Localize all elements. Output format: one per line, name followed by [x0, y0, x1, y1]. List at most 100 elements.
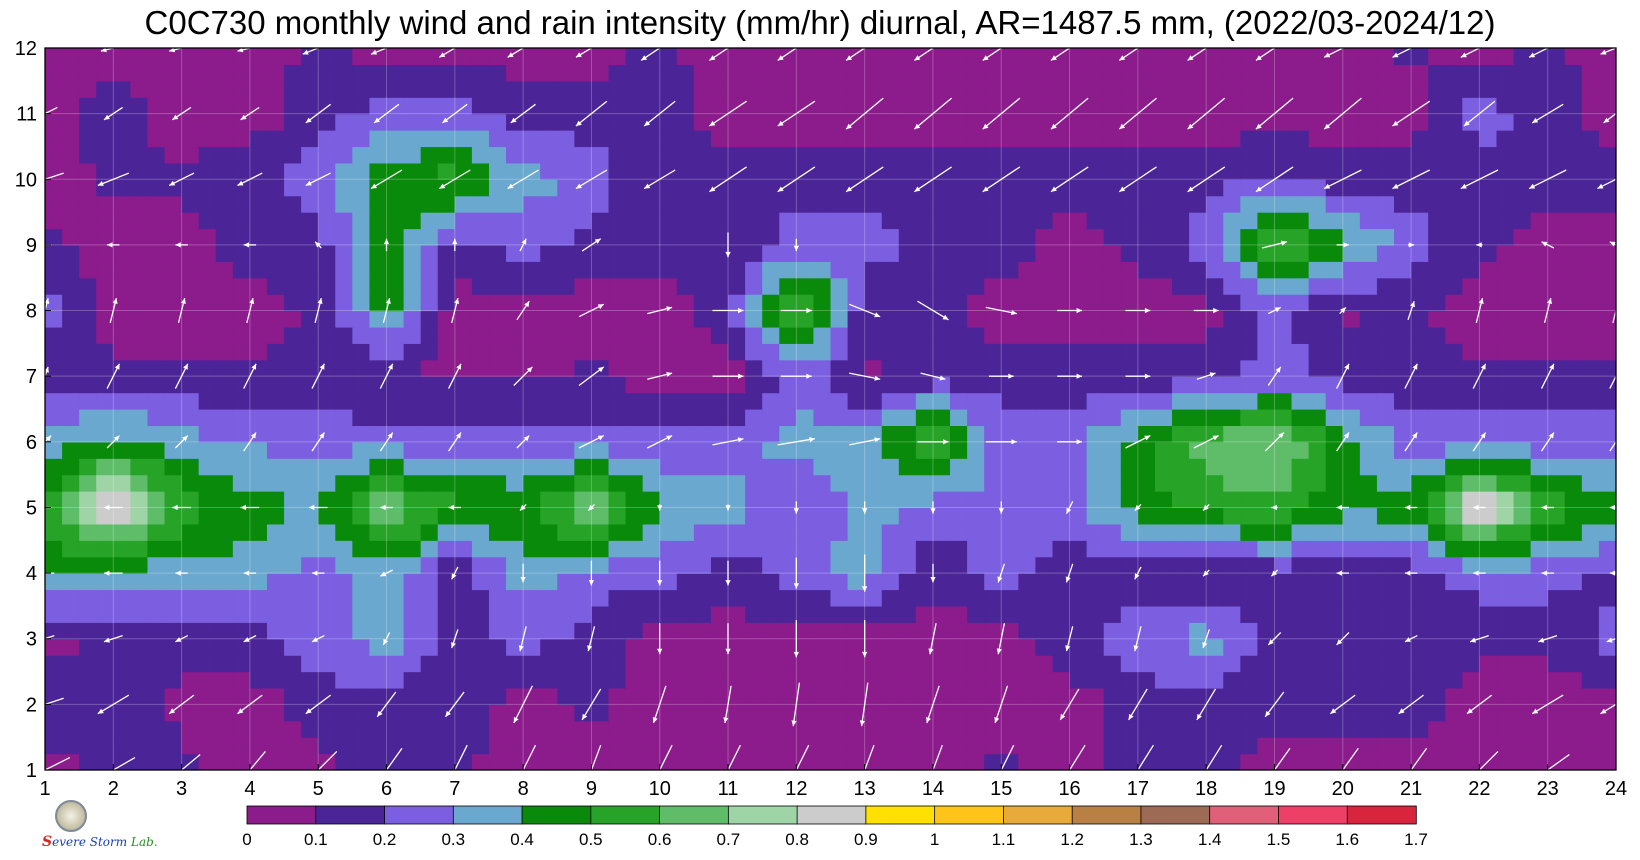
- intensity-cell: [1240, 97, 1259, 115]
- intensity-cell: [437, 359, 456, 377]
- wind-arrow: [103, 106, 123, 121]
- intensity-cell: [813, 704, 832, 722]
- wind-arrow: [513, 366, 533, 386]
- intensity-cell: [1462, 277, 1480, 295]
- intensity-cell: [471, 753, 490, 770]
- intensity-cell: [745, 310, 763, 328]
- intensity-cell: [847, 589, 866, 607]
- intensity-cell: [1223, 507, 1241, 525]
- wind-arrow-shaft: [513, 685, 533, 724]
- intensity-cell: [1308, 474, 1327, 492]
- intensity-cell: [915, 589, 934, 607]
- intensity-cell: [1394, 737, 1412, 755]
- intensity-cell: [96, 48, 114, 66]
- intensity-cell: [779, 523, 797, 541]
- intensity-cell: [1189, 310, 1207, 328]
- intensity-cell: [557, 704, 575, 722]
- intensity-cell: [1598, 146, 1616, 164]
- intensity-cell: [437, 409, 456, 427]
- intensity-cell: [1240, 195, 1259, 213]
- intensity-cell: [284, 146, 302, 164]
- wind-arrow-shaft: [581, 688, 602, 721]
- wind-arrow: [314, 297, 323, 324]
- intensity-cell: [1257, 326, 1276, 344]
- intensity-cell: [1018, 638, 1037, 656]
- wind-arrow-shaft: [438, 169, 471, 190]
- intensity-cell: [1018, 589, 1037, 607]
- intensity-cell: [301, 359, 319, 377]
- intensity-cell: [745, 80, 763, 98]
- wind-arrow-head: [249, 298, 255, 304]
- wind-arrow-head: [1473, 570, 1479, 576]
- intensity-cell: [1376, 458, 1395, 476]
- wind-arrow-head: [45, 366, 49, 373]
- intensity-cell: [215, 556, 234, 574]
- intensity-cell: [676, 294, 695, 312]
- intensity-cell: [1581, 310, 1600, 328]
- intensity-cell: [1206, 392, 1224, 410]
- intensity-cell: [659, 507, 678, 525]
- intensity-cell: [1274, 343, 1293, 361]
- intensity-cell: [574, 48, 593, 66]
- intensity-cell: [506, 130, 524, 148]
- intensity-cell: [813, 48, 832, 66]
- intensity-cell: [1581, 704, 1600, 722]
- intensity-cell: [1257, 146, 1276, 164]
- intensity-cell: [62, 195, 80, 213]
- intensity-cell: [1581, 425, 1600, 443]
- intensity-cell: [950, 310, 968, 328]
- intensity-cell: [1394, 310, 1412, 328]
- intensity-cell: [62, 212, 80, 230]
- intensity-cell: [915, 277, 934, 295]
- intensity-cell: [728, 622, 746, 640]
- intensity-cell: [301, 589, 319, 607]
- intensity-cell: [1564, 376, 1583, 394]
- intensity-cell: [1189, 212, 1207, 230]
- wind-arrow: [1336, 570, 1349, 576]
- intensity-cell: [45, 523, 63, 541]
- intensity-cell: [932, 704, 951, 722]
- wind-arrow: [519, 503, 527, 512]
- wind-arrow: [1187, 97, 1226, 130]
- wind-arrow-head: [806, 373, 812, 379]
- intensity-cell: [232, 212, 251, 230]
- intensity-cell: [506, 737, 524, 755]
- intensity-cell: [1137, 146, 1156, 164]
- intensity-cell: [506, 228, 524, 246]
- intensity-cell: [1154, 737, 1173, 755]
- intensity-cell: [1257, 540, 1276, 558]
- intensity-cell: [488, 326, 507, 344]
- intensity-cell: [898, 162, 917, 180]
- intensity-cell: [1394, 458, 1412, 476]
- wind-arrow-shaft: [1128, 688, 1148, 721]
- intensity-cell: [335, 540, 353, 558]
- wind-arrow-head: [862, 586, 868, 592]
- intensity-cell: [1530, 556, 1549, 574]
- intensity-cell: [745, 146, 763, 164]
- intensity-cell: [1342, 310, 1361, 328]
- intensity-cell: [1018, 310, 1037, 328]
- intensity-cell: [1496, 195, 1515, 213]
- wind-arrow: [578, 435, 605, 449]
- intensity-cell: [403, 655, 422, 673]
- intensity-cell: [1120, 425, 1139, 443]
- intensity-cell: [1530, 720, 1549, 738]
- intensity-cell: [523, 48, 541, 66]
- intensity-cell: [574, 556, 593, 574]
- intensity-cell: [1394, 638, 1412, 656]
- wind-arrow-shaft: [97, 694, 130, 715]
- intensity-cell: [471, 540, 490, 558]
- intensity-cell: [1154, 113, 1173, 131]
- intensity-cell: [967, 622, 985, 640]
- intensity-cell: [1035, 605, 1054, 623]
- intensity-cell: [79, 146, 97, 164]
- intensity-cell: [249, 523, 268, 541]
- intensity-cell: [1069, 64, 1088, 82]
- intensity-cell: [830, 474, 849, 492]
- intensity-cell: [1479, 425, 1498, 443]
- wind-arrow-shaft: [1323, 97, 1362, 130]
- intensity-cell: [557, 162, 575, 180]
- intensity-cell: [1069, 753, 1088, 770]
- intensity-cell: [557, 130, 575, 148]
- intensity-cell: [967, 491, 985, 509]
